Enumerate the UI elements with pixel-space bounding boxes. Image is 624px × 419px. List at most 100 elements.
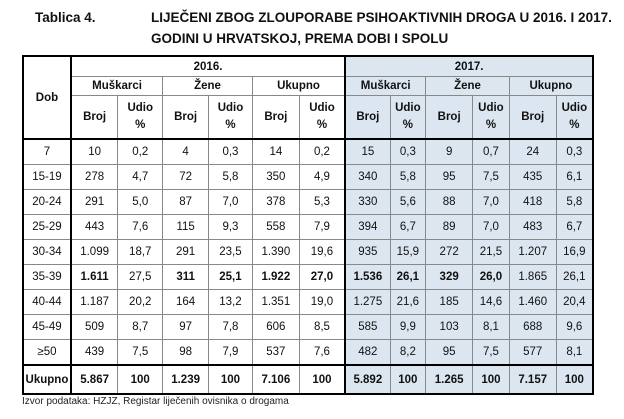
cell-broj: 418 (508, 189, 557, 215)
cell-udio: 5,6 (389, 189, 427, 215)
header-udio: Udio% (555, 95, 594, 140)
cell-broj: 5.867 (69, 364, 119, 395)
cell-broj: 1.265 (425, 364, 474, 395)
cell-udio: 20,2 (117, 289, 164, 315)
cell-udio: 19,0 (298, 289, 346, 315)
cell-broj: 311 (162, 264, 210, 290)
cell-udio: 7,5 (472, 164, 510, 190)
cell-broj: 577 (508, 339, 557, 366)
cell-udio: 5,0 (117, 189, 164, 215)
cell-broj: 435 (508, 164, 557, 190)
percent-label: % (569, 119, 580, 131)
cell-broj: 291 (69, 189, 119, 215)
table-row: 30-34 1.099 18,7 291 23,5 1.390 19,6 935 15,9 272… (22, 239, 594, 265)
cell-udio: 19,6 (298, 239, 346, 265)
cell-broj: 103 (425, 314, 474, 340)
cell-broj: 1.239 (162, 364, 210, 395)
cell-broj: 1.390 (251, 239, 300, 265)
cell-udio: 7,6 (298, 339, 346, 366)
cell-broj: 97 (162, 314, 210, 340)
cell-udio: 7,0 (208, 189, 253, 215)
header-broj: Broj (162, 95, 210, 140)
cell-udio: 100 (208, 364, 253, 395)
cell-udio: 9,9 (389, 314, 427, 340)
cell-broj: 278 (69, 164, 119, 190)
cell-udio: 6,7 (389, 214, 427, 240)
header-group-ukupno-2016: Ukupno (251, 76, 346, 96)
cell-udio: 7,9 (208, 339, 253, 366)
title-line-2: GODINI U HRVATSKOJ, PREMA DOBI I SPOLU (151, 31, 449, 46)
udio-label: Udio (309, 102, 335, 114)
cell-broj: 558 (251, 214, 300, 240)
table-row: 20-24 291 5,0 87 7,0 378 5,3 330 5,6 88 7,0 418 5,8 (22, 189, 594, 215)
cell-dob: 15-19 (22, 164, 72, 190)
cell-dob: ≥50 (22, 339, 72, 366)
cell-udio: 100 (555, 364, 594, 395)
header-broj: Broj (508, 95, 557, 140)
cell-udio: 6,7 (555, 214, 594, 240)
cell-dob: 40-44 (22, 289, 72, 315)
cell-broj: 1.865 (508, 264, 557, 290)
cell-udio: 26,1 (389, 264, 427, 290)
table-row: 35-39 1.611 27,5 311 25,1 1.922 27,0 1.536 26,1 3… (22, 264, 594, 290)
cell-udio: 8,7 (117, 314, 164, 340)
cell-dob: Ukupno (22, 364, 72, 395)
cell-broj: 1.275 (344, 289, 391, 315)
cell-udio: 15,9 (389, 239, 427, 265)
cell-udio: 4,9 (298, 164, 346, 190)
cell-dob: 45-49 (22, 314, 72, 340)
cell-broj: 1.207 (508, 239, 557, 265)
cell-broj: 935 (344, 239, 391, 265)
header-broj: Broj (251, 95, 300, 140)
cell-udio: 0,3 (555, 138, 594, 165)
percent-label: % (402, 119, 413, 131)
table-row: 7 10 0,2 4 0,3 14 0,2 15 0,3 9 0,7 24 0,3 (22, 138, 594, 165)
cell-udio: 100 (472, 364, 510, 395)
header-broj: Broj (344, 95, 391, 140)
cell-udio: 0,3 (208, 138, 253, 165)
cell-udio: 27,5 (117, 264, 164, 290)
cell-broj: 291 (162, 239, 210, 265)
cell-broj: 95 (425, 339, 474, 366)
udio-label: Udio (395, 102, 421, 114)
cell-udio: 7,0 (472, 189, 510, 215)
cell-udio: 25,1 (208, 264, 253, 290)
cell-udio: 7,5 (117, 339, 164, 366)
cell-broj: 15 (344, 138, 391, 165)
cell-udio: 26,0 (472, 264, 510, 290)
cell-broj: 329 (425, 264, 474, 290)
udio-label: Udio (561, 102, 588, 114)
cell-udio: 100 (298, 364, 346, 395)
cell-udio: 5,3 (298, 189, 346, 215)
table-row: Ukupno 5.867 100 1.239 100 7.106 100 5.892 100 1.… (22, 364, 594, 395)
cell-dob: 30-34 (22, 239, 72, 265)
cell-broj: 394 (344, 214, 391, 240)
cell-udio: 20,4 (555, 289, 594, 315)
header-group-žene-2016: Žene (162, 76, 253, 96)
cell-broj: 10 (69, 138, 119, 165)
cell-broj: 1.099 (69, 239, 119, 265)
cell-udio: 14,6 (472, 289, 510, 315)
cell-udio: 100 (389, 364, 427, 395)
cell-broj: 115 (162, 214, 210, 240)
header-year-2016: 2016. (69, 55, 346, 77)
header-udio: Udio% (208, 95, 253, 140)
cell-udio: 9,3 (208, 214, 253, 240)
header-dob: Dob (22, 55, 72, 140)
table-row: 45-49 509 8,7 97 7,8 606 8,5 585 9,9 103 8,1 688 9,6 (22, 314, 594, 340)
cell-broj: 1.611 (69, 264, 119, 290)
cell-broj: 9 (425, 138, 474, 165)
cell-udio: 5,8 (208, 164, 253, 190)
cell-udio: 5,8 (555, 189, 594, 215)
cell-udio: 7,0 (472, 214, 510, 240)
cell-broj: 1.536 (344, 264, 391, 290)
cell-udio: 7,6 (117, 214, 164, 240)
cell-broj: 1.187 (69, 289, 119, 315)
cell-broj: 330 (344, 189, 391, 215)
cell-broj: 87 (162, 189, 210, 215)
cell-broj: 340 (344, 164, 391, 190)
cell-broj: 585 (344, 314, 391, 340)
cell-broj: 350 (251, 164, 300, 190)
cell-udio: 26,1 (555, 264, 594, 290)
cell-dob: 35-39 (22, 264, 72, 290)
